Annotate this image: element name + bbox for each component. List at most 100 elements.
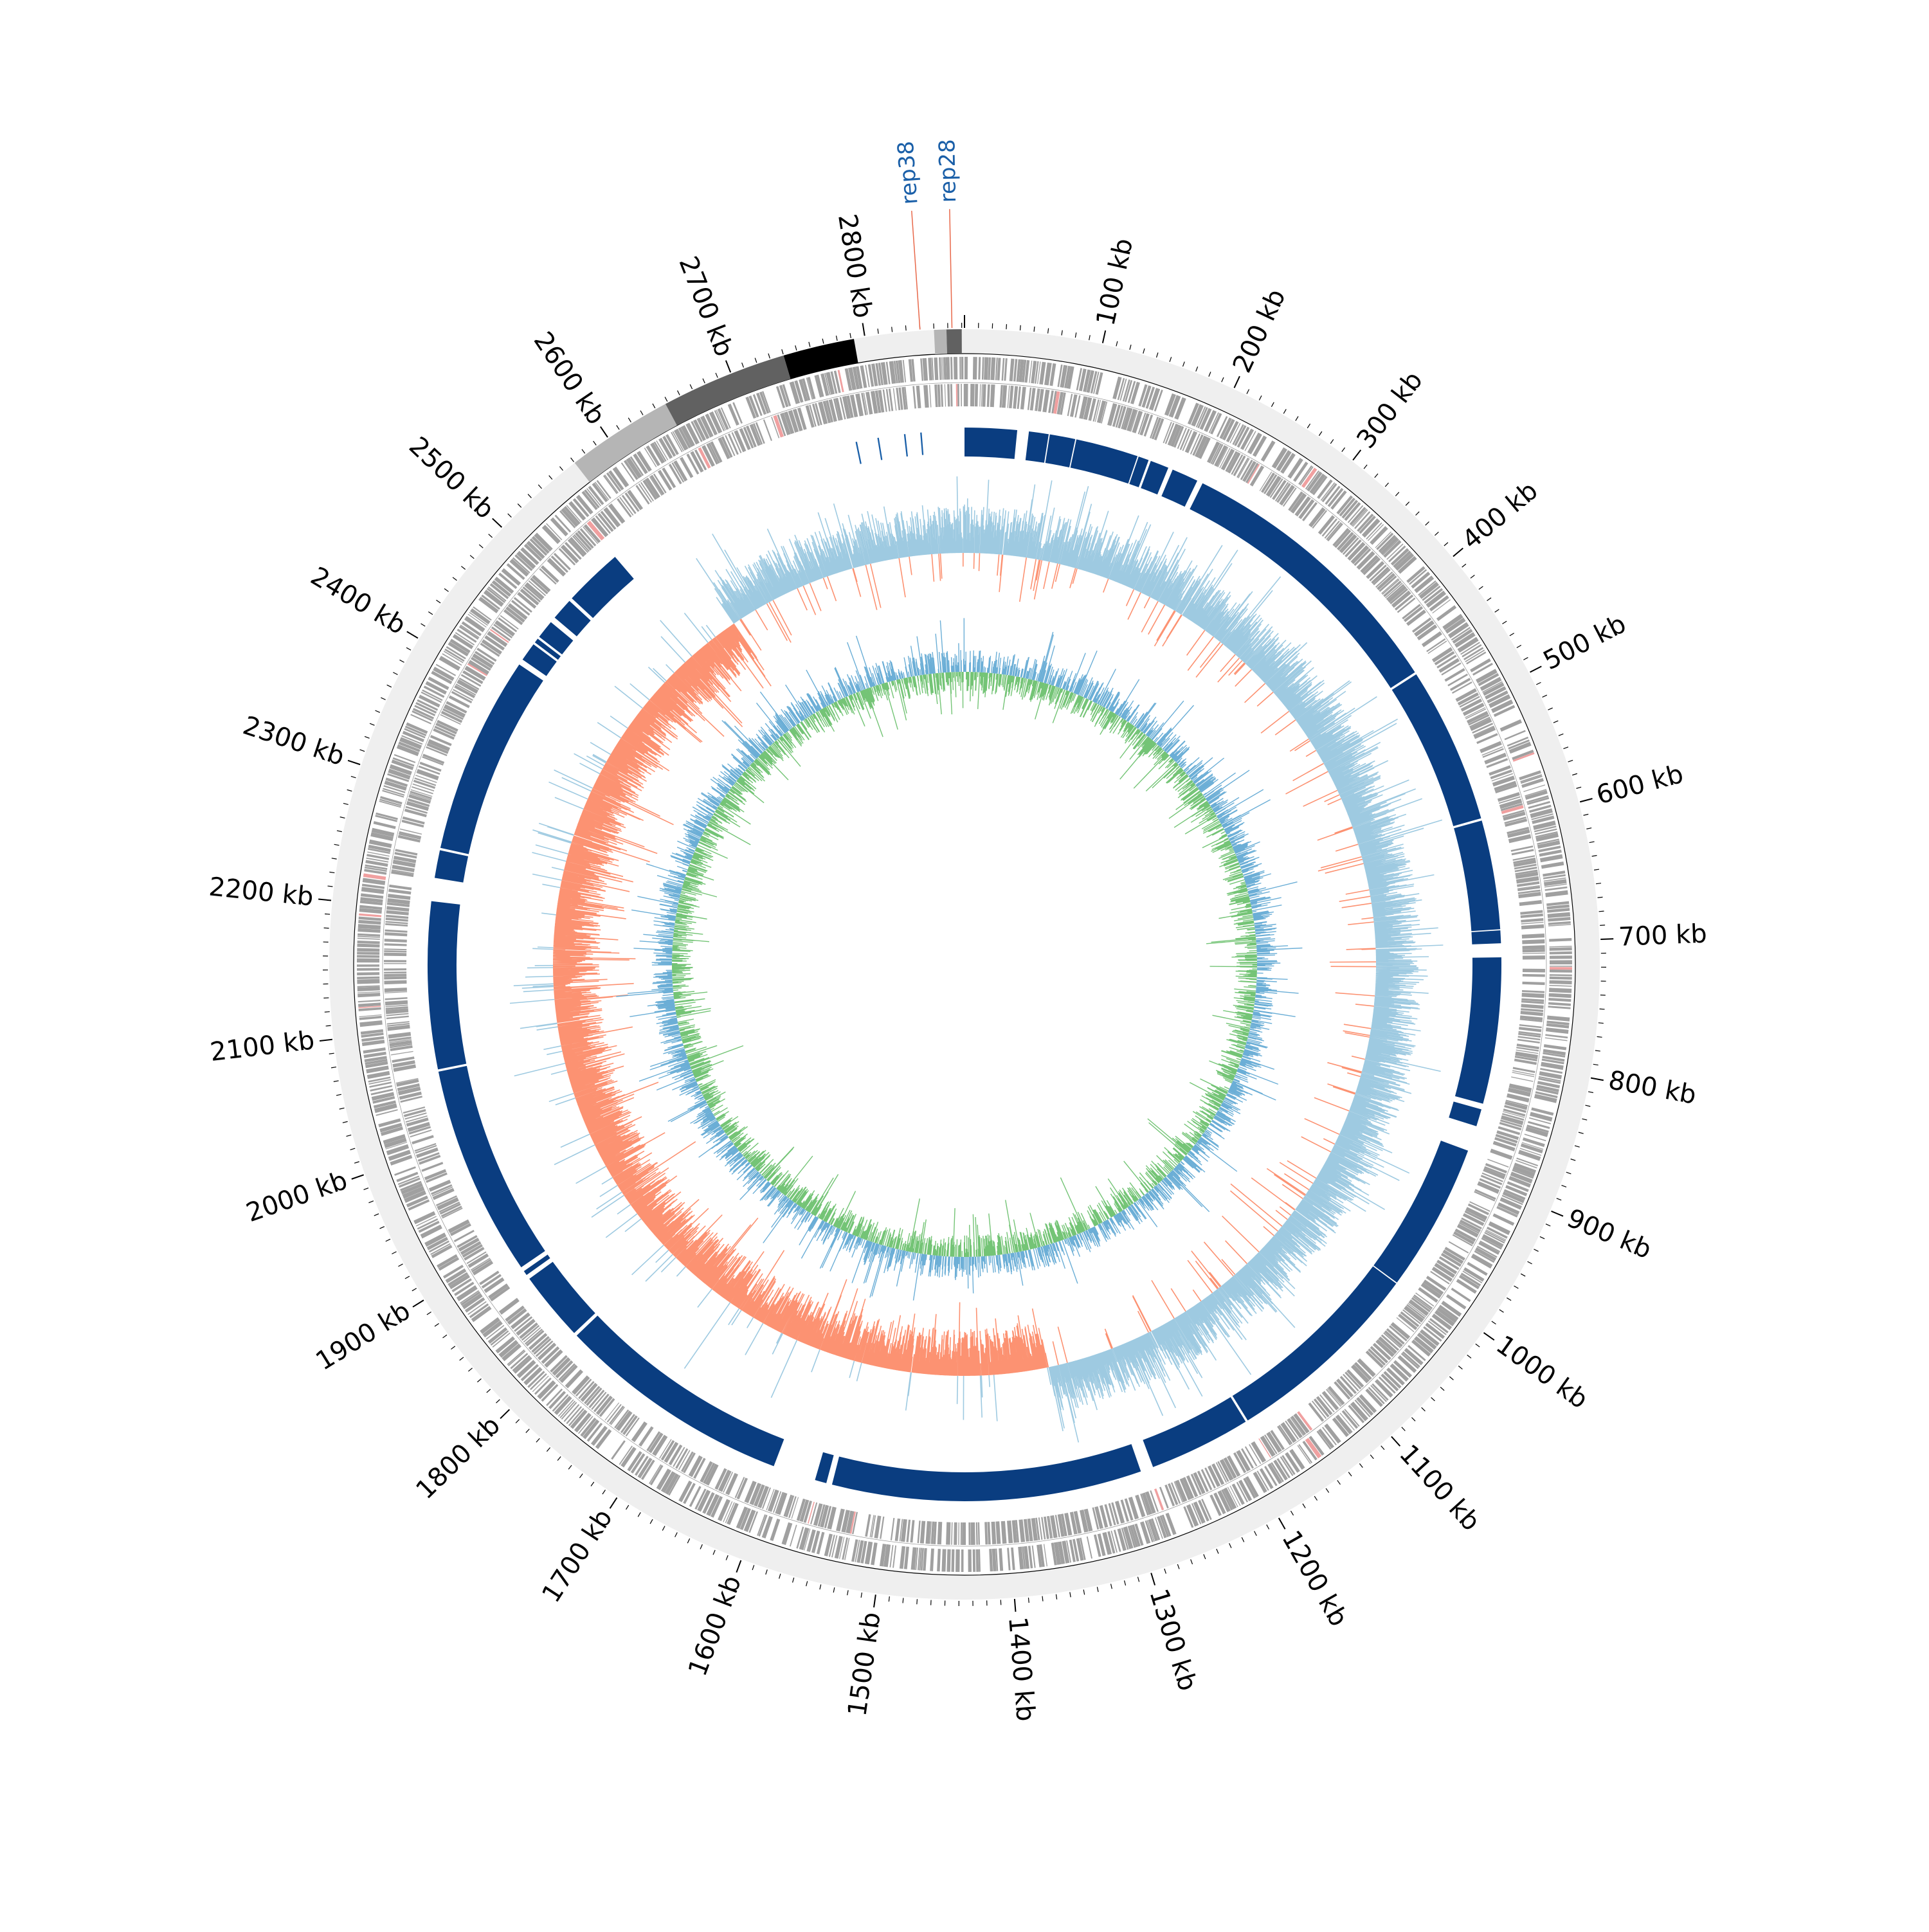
cds-forward: [1545, 890, 1568, 898]
block-8: [1392, 674, 1481, 826]
cds-reverse: [962, 1522, 966, 1545]
minor-tick: [1385, 483, 1388, 487]
cds-reverse: [1522, 990, 1544, 993]
cds-forward: [357, 944, 379, 948]
minor-tick: [1507, 1298, 1511, 1301]
cds-reverse: [384, 948, 406, 950]
cds-forward: [1550, 967, 1572, 970]
annotation-line-rep38: [912, 211, 920, 330]
cds-forward: [990, 357, 995, 380]
major-tick: [1279, 1518, 1285, 1529]
cds-forward: [937, 1549, 941, 1571]
minor-tick: [1296, 417, 1298, 421]
minor-tick: [1267, 1524, 1269, 1529]
minor-tick: [1596, 883, 1601, 884]
minor-tick: [1330, 439, 1334, 444]
minor-tick: [617, 426, 619, 430]
minor-tick: [327, 886, 332, 887]
cds-reverse: [1523, 955, 1545, 959]
minor-tick: [435, 1324, 439, 1327]
minor-tick: [1034, 327, 1035, 332]
cds-forward: [357, 952, 379, 955]
cds-forward: [1550, 966, 1572, 967]
cds-reverse: [968, 1522, 970, 1545]
minor-tick: [1476, 1344, 1480, 1347]
minor-tick: [526, 1429, 529, 1433]
cds-forward: [1550, 970, 1572, 973]
tick-label-2100kb: 2100 kb: [208, 1025, 316, 1067]
minor-tick: [1597, 1036, 1602, 1037]
minor-tick: [405, 1276, 410, 1279]
minor-tick: [1359, 1463, 1363, 1467]
cds-reverse: [385, 1000, 408, 1006]
minor-tick: [1492, 1321, 1496, 1324]
cds-forward: [770, 1519, 780, 1541]
minor-tick: [793, 1578, 794, 1583]
major-tick: [1530, 666, 1542, 672]
cds-forward: [1548, 998, 1571, 1002]
block-0: [964, 428, 1017, 459]
cds-reverse: [384, 960, 406, 962]
minor-tick: [1130, 345, 1131, 350]
cds-forward: [930, 1549, 934, 1571]
minor-tick: [1291, 1511, 1293, 1515]
cds-reverse: [947, 384, 950, 406]
cds-forward: [1007, 1548, 1010, 1570]
cds-forward: [1549, 985, 1571, 987]
cds-reverse: [971, 1522, 975, 1545]
tick-label-900kb: 900 kb: [1562, 1204, 1656, 1265]
minor-tick: [1395, 492, 1399, 496]
minor-tick: [1582, 1119, 1587, 1120]
tick-label-800kb: 800 kb: [1606, 1065, 1699, 1110]
thin-block-mark-2: [904, 434, 908, 456]
block-18: [577, 1315, 784, 1466]
cds-forward: [1465, 649, 1485, 662]
cds-reverse: [1001, 1521, 1007, 1544]
cds-reverse: [1523, 969, 1545, 973]
minor-tick: [1462, 564, 1466, 567]
minor-tick: [453, 577, 457, 581]
cds-forward: [1550, 974, 1572, 976]
minor-tick: [392, 1252, 396, 1254]
cds-forward: [955, 1549, 960, 1572]
annotation-label-rep28: rep28: [934, 139, 961, 203]
minor-tick: [508, 514, 512, 518]
cds-forward: [1112, 377, 1121, 399]
minor-tick: [538, 485, 541, 489]
minor-tick: [650, 1519, 653, 1524]
minor-tick: [350, 1148, 356, 1150]
minor-tick: [1579, 1132, 1584, 1133]
cds-reverse: [918, 1521, 921, 1543]
cds-forward: [934, 357, 938, 380]
cds-forward: [359, 1020, 383, 1027]
minor-tick: [421, 624, 425, 626]
minor-tick: [1196, 366, 1198, 371]
minor-tick: [398, 1264, 403, 1267]
minor-tick: [1593, 1064, 1598, 1065]
minor-tick: [1422, 1407, 1426, 1411]
cds-reverse: [1523, 974, 1545, 977]
minor-tick: [1375, 474, 1378, 478]
cds-reverse: [916, 386, 921, 408]
cds-reverse: [385, 997, 408, 1000]
minor-tick: [1479, 586, 1483, 590]
minor-tick: [1191, 1559, 1193, 1564]
cds-reverse: [978, 1522, 980, 1545]
minor-tick: [1559, 734, 1563, 736]
cds-reverse: [384, 968, 406, 970]
tick-label-500kb: 500 kb: [1539, 609, 1631, 676]
cds-reverse: [386, 1016, 409, 1020]
cds-forward: [1550, 955, 1572, 959]
cds-reverse: [1009, 386, 1013, 408]
cds-forward: [824, 1533, 833, 1556]
minor-tick: [406, 647, 411, 650]
cds-reverse: [976, 1522, 978, 1545]
cds-forward: [357, 964, 379, 967]
contig-segment-4: [946, 329, 962, 354]
minor-tick: [365, 736, 369, 738]
minor-tick: [427, 1312, 431, 1315]
minor-tick: [1546, 1224, 1550, 1226]
block-21: [439, 1066, 545, 1267]
minor-tick: [387, 685, 392, 687]
cds-reverse: [920, 1521, 925, 1543]
